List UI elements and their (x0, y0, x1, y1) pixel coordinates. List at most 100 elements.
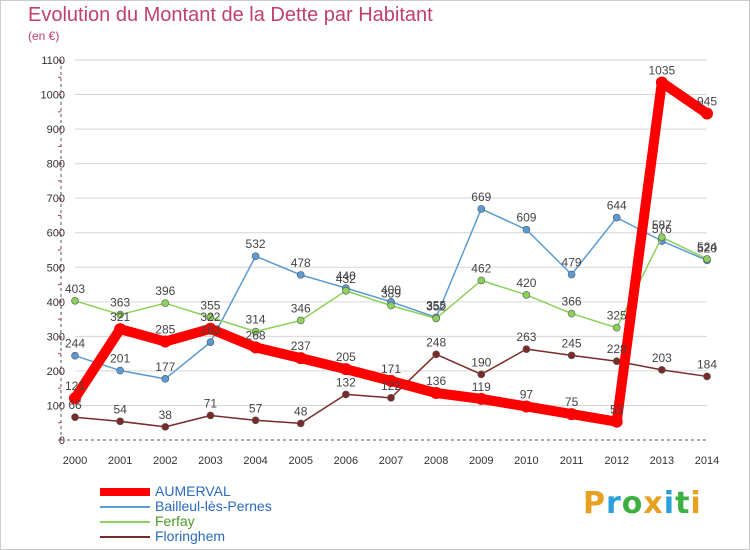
logo-letter: r (606, 486, 622, 521)
y-tick-label: 800 (47, 159, 65, 171)
data-label: 268 (246, 328, 266, 342)
data-label: 352 (426, 299, 446, 313)
legend-label: Ferfay (155, 513, 195, 529)
data-label: 184 (697, 357, 717, 371)
data-point (71, 351, 79, 360)
data-label: 285 (155, 323, 175, 337)
y-tick-label: 600 (47, 228, 65, 240)
data-point (477, 205, 486, 213)
data-label: 66 (68, 398, 82, 412)
legend-swatch (100, 536, 150, 538)
data-label: 228 (607, 342, 627, 356)
legend-label: Floringhem (155, 528, 226, 544)
data-label: 532 (246, 237, 266, 251)
data-point (703, 255, 711, 263)
data-label: 520 (697, 241, 717, 255)
data-label: 669 (471, 190, 491, 204)
x-tick-label: 2009 (469, 455, 493, 467)
data-point (206, 313, 215, 322)
x-tick-label: 2008 (424, 455, 448, 467)
y-tick-label: 0 (59, 435, 65, 447)
data-label: 201 (110, 352, 130, 366)
data-label: 283 (200, 323, 220, 337)
logo-letter: P (583, 486, 606, 521)
data-label: 355 (426, 298, 446, 312)
data-label: 38 (159, 408, 173, 422)
data-point (520, 400, 533, 413)
data-label: 462 (471, 261, 491, 275)
data-point (116, 310, 124, 319)
chart-title: Evolution du Montant de la Dette par Hab… (28, 4, 433, 26)
data-label: 366 (562, 295, 582, 309)
data-point (339, 363, 352, 376)
data-label: 48 (294, 404, 308, 418)
data-label: 245 (562, 336, 582, 350)
y-tick-label: 1100 (41, 55, 65, 67)
y-tick-label: 700 (47, 193, 65, 205)
y-tick-label: 500 (47, 262, 65, 274)
x-tick-label: 2007 (379, 455, 403, 467)
data-point (159, 335, 172, 348)
data-point (251, 416, 260, 425)
data-label: 389 (381, 287, 401, 301)
data-label: 244 (65, 337, 85, 351)
data-label: 363 (110, 296, 130, 310)
data-point (567, 270, 576, 279)
data-label: 75 (565, 395, 579, 409)
data-point (387, 301, 395, 310)
data-label: 644 (607, 199, 627, 213)
data-point (430, 387, 443, 400)
data-label: 71 (204, 396, 218, 410)
y-tick-label: 300 (47, 331, 65, 343)
data-point (658, 366, 666, 374)
data-label: 440 (336, 269, 356, 283)
y-tick-label: 1000 (41, 90, 65, 102)
data-label: 132 (336, 375, 356, 389)
logo-letter: o (621, 486, 644, 521)
data-label: 587 (652, 218, 672, 232)
data-label: 121 (65, 379, 85, 393)
x-tick-label: 2001 (108, 455, 132, 467)
logo-letter: i (663, 486, 676, 521)
data-label: 322 (200, 310, 220, 324)
data-point (204, 322, 217, 335)
logo-letter: i (690, 486, 702, 521)
data-label: 248 (426, 335, 446, 349)
data-point (477, 276, 486, 285)
data-point (610, 415, 623, 428)
data-point (342, 286, 350, 295)
data-label: 403 (65, 282, 85, 296)
x-tick-label: 2003 (198, 455, 222, 467)
data-point (432, 314, 440, 323)
data-point (294, 352, 307, 365)
data-point (251, 327, 260, 336)
data-label: 325 (607, 309, 627, 323)
data-label: 54 (113, 402, 127, 416)
data-label: 432 (336, 272, 356, 286)
data-point (206, 411, 215, 420)
data-point (296, 316, 305, 325)
data-label: 945 (697, 95, 717, 109)
data-point (206, 338, 215, 347)
data-point (701, 107, 713, 120)
data-point (71, 296, 79, 305)
data-point (475, 392, 488, 405)
data-label: 1035 (649, 63, 676, 77)
y-tick-label: 200 (47, 366, 65, 378)
data-label: 237 (291, 339, 311, 353)
data-point (703, 372, 711, 381)
data-point (658, 233, 666, 242)
data-label: 420 (516, 276, 536, 290)
data-point (565, 408, 578, 421)
data-label: 122 (381, 379, 401, 393)
data-point (612, 357, 621, 366)
data-label: 190 (471, 355, 491, 369)
data-label: 136 (426, 374, 446, 388)
y-tick-label: 400 (47, 297, 65, 309)
data-point (522, 291, 531, 299)
data-point (251, 252, 260, 261)
data-label: 478 (291, 256, 311, 270)
data-point (71, 413, 79, 422)
legend-swatch (100, 521, 150, 523)
